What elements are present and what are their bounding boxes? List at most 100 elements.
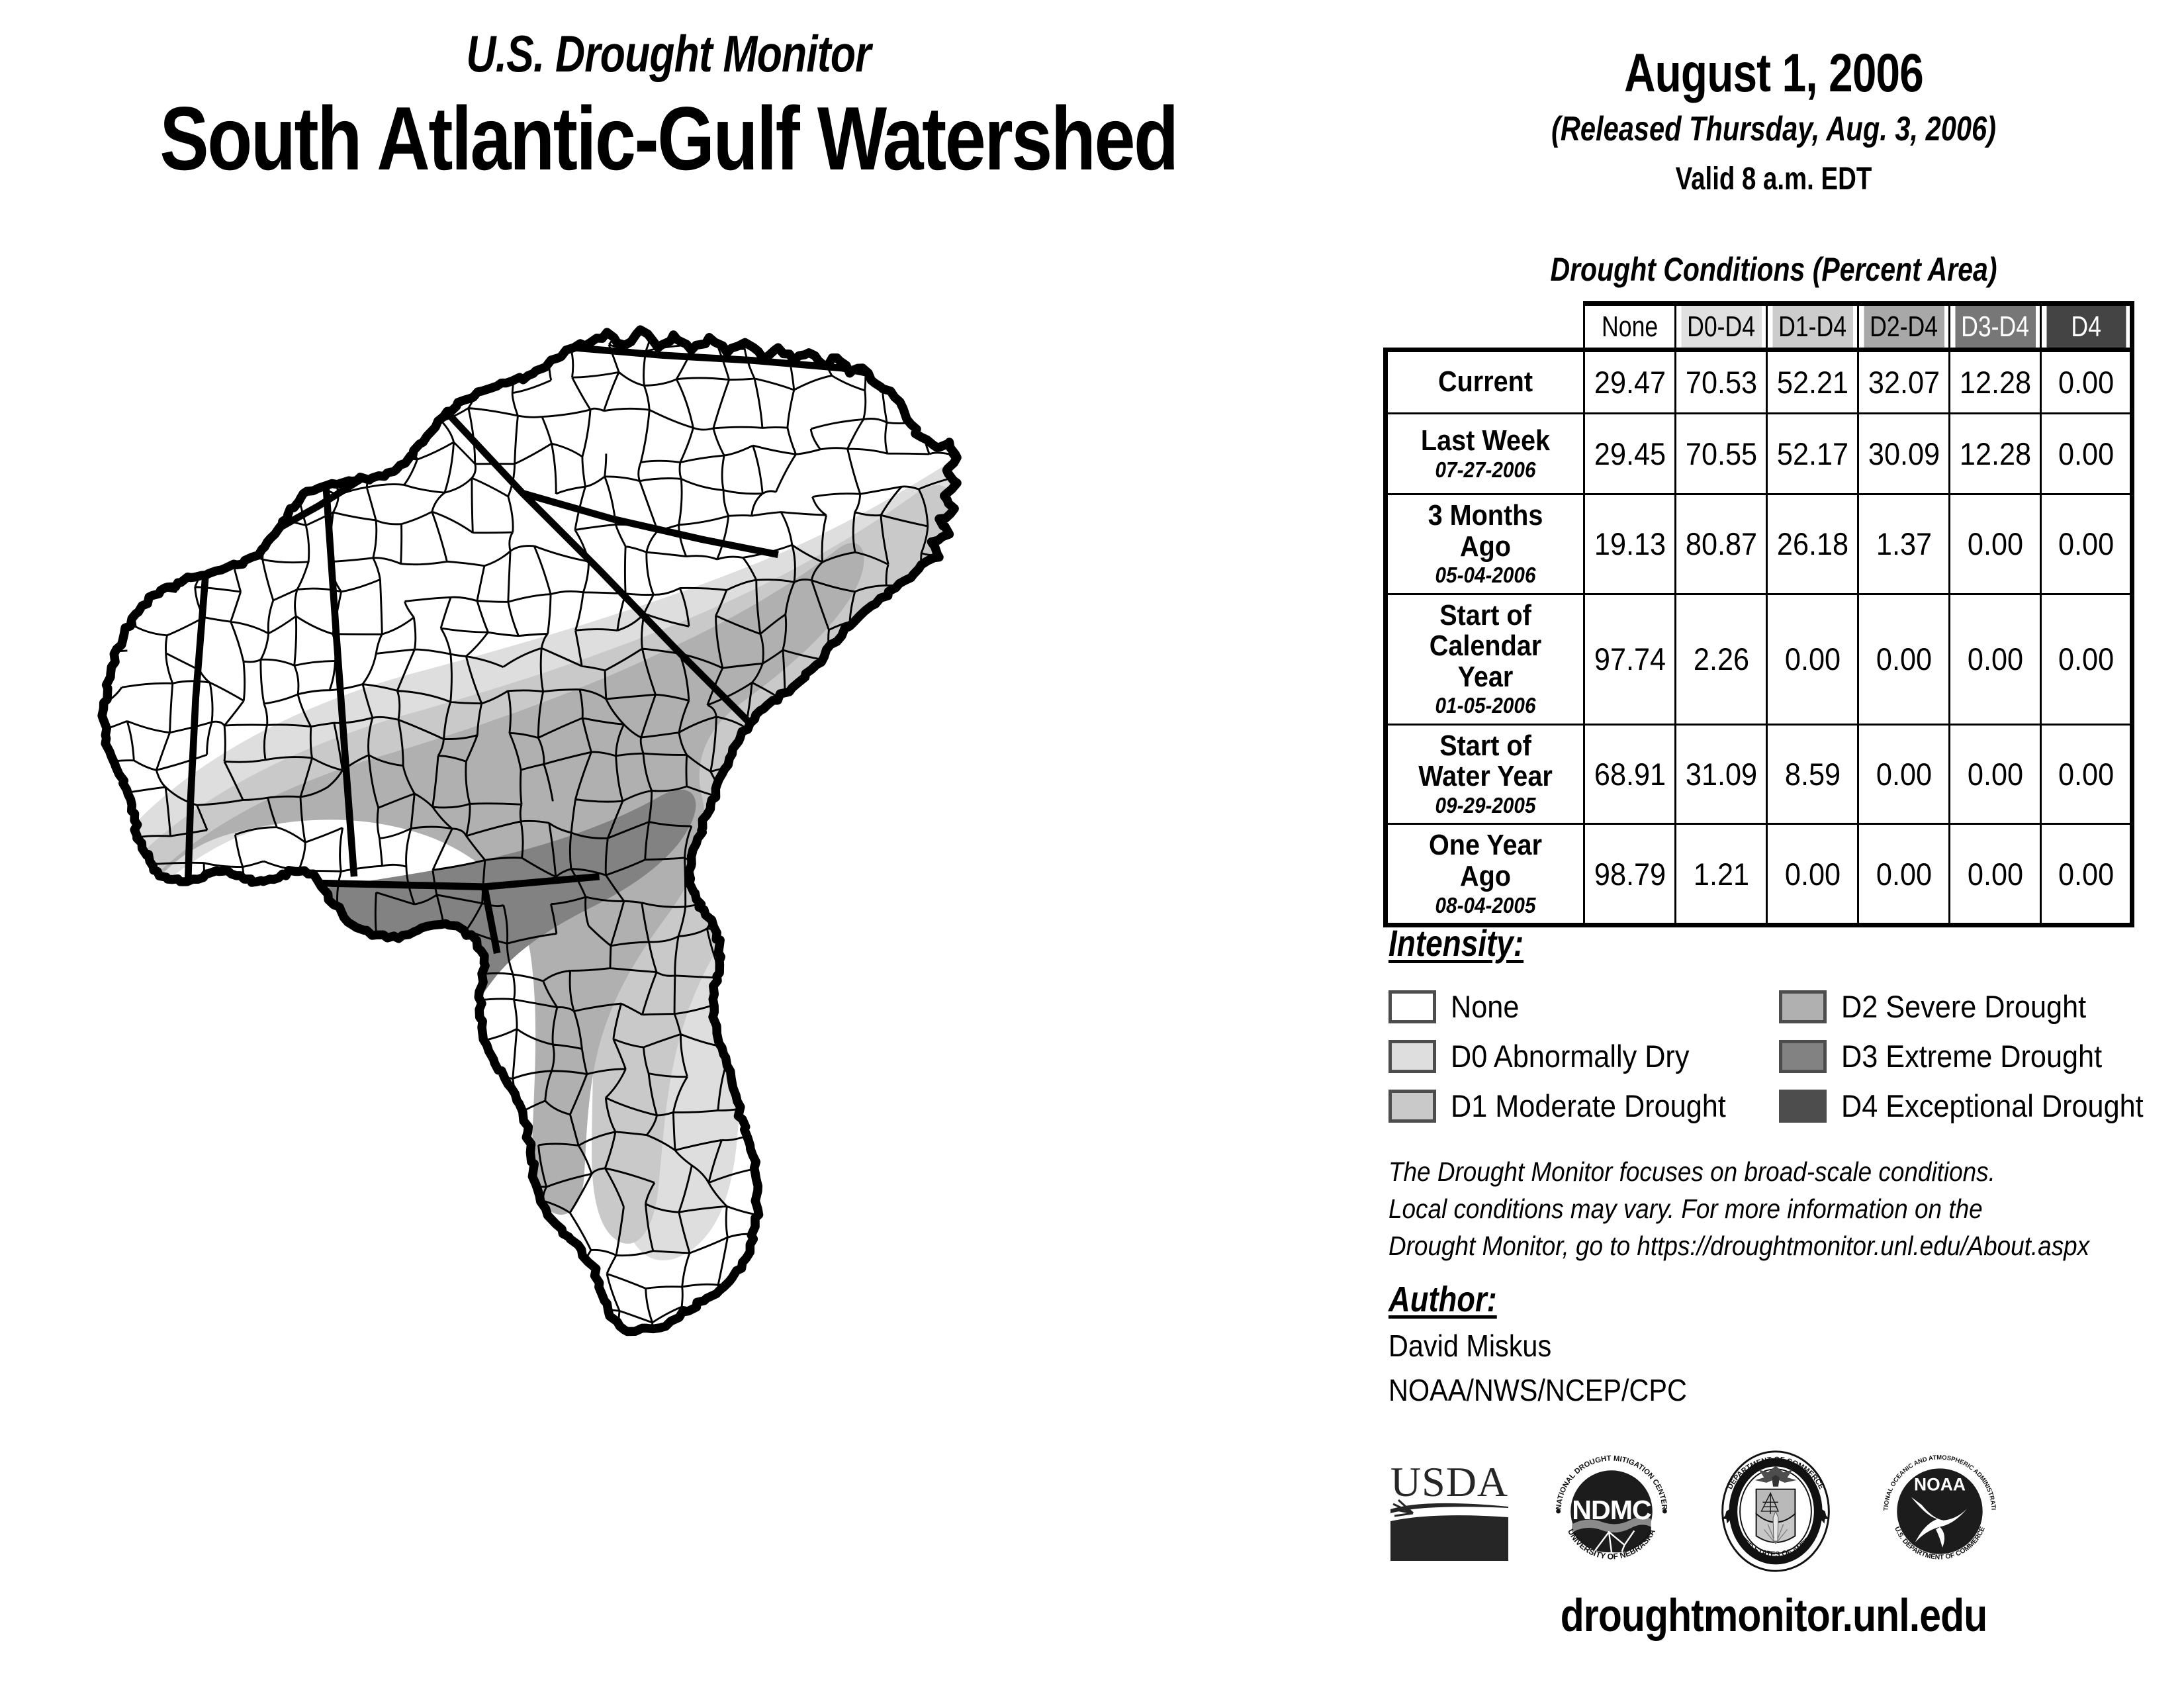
state-boundary-path xyxy=(522,490,779,559)
table-col-header-d0-d4: D0-D4 xyxy=(1679,301,1763,351)
row-label-cell: Current xyxy=(1383,348,1585,414)
row-label-name: Current xyxy=(1437,365,1533,399)
table-cell-value: 0.00 xyxy=(1952,493,2038,595)
author-name: David Miskus xyxy=(1388,1329,1552,1363)
table-col-header-none: None xyxy=(1588,301,1672,351)
table-body: Current 29.47 70.53 52.21 32.07 12.28 0.00 Last… xyxy=(1383,348,2132,927)
table-cell-value: 0.00 xyxy=(1952,823,2038,927)
table-cell-value: 80.87 xyxy=(1678,493,1764,595)
row-label-name: One Year Ago xyxy=(1429,829,1542,892)
author-affiliation: NOAA/NWS/NCEP/CPC xyxy=(1388,1372,1687,1407)
table-row: Last Week 07-27-2006 29.45 70.55 52.17 30.09 1… xyxy=(1383,412,2132,495)
doc-seal-graphic: DEPARTMENT OF COMMERCE UNITED STATES OF … xyxy=(1721,1450,1830,1572)
table-cell-value: 0.00 xyxy=(2043,823,2131,927)
state-boundary-path xyxy=(480,886,501,955)
table-cell-value: 1.37 xyxy=(1860,493,1947,595)
table-col-header-d4: D4 xyxy=(2044,301,2130,351)
legend-label: D3 Extreme Drought xyxy=(1841,1039,2103,1074)
table-row: Current 29.47 70.53 52.21 32.07 12.28 0.00 xyxy=(1383,348,2132,414)
table-cell-value: 0.00 xyxy=(1952,723,2038,825)
supertitle: U.S. Drought Monitor xyxy=(466,24,871,83)
table-cell-value: 0.00 xyxy=(1860,823,1947,927)
table-cell-value: 2.26 xyxy=(1678,592,1764,726)
row-label-name: Start of Calendar Year xyxy=(1429,598,1542,693)
legend-swatch xyxy=(1779,1039,1827,1073)
row-label-cell: Start of Water Year 09-29-2005 xyxy=(1383,723,1585,825)
table-col-header-d2-d4: D2-D4 xyxy=(1862,301,1946,351)
table-cell-value: 97.74 xyxy=(1586,592,1673,726)
legend-item: None xyxy=(1388,982,1779,1031)
table-cell-value: 0.00 xyxy=(1769,592,1856,726)
title-block: U.S. Drought Monitor South Atlantic-Gulf… xyxy=(0,28,1337,185)
table-caption: Drought Conditions (Percent Area) xyxy=(1550,251,1997,288)
author-heading: Author: xyxy=(1388,1280,1497,1319)
disclaimer-line-3: Drought Monitor, go to https://droughtmo… xyxy=(1388,1231,2090,1262)
table-cell-value: 0.00 xyxy=(2043,592,2131,726)
row-label-name: Start of Water Year xyxy=(1418,729,1553,793)
table-cell-value: 0.00 xyxy=(1860,723,1947,825)
intensity-title: Intensity: xyxy=(1388,922,1524,964)
table-cell-value: 0.00 xyxy=(1952,592,2038,726)
valid-time: Valid 8 a.m. EDT xyxy=(1675,162,1872,197)
watershed-map[interactable] xyxy=(63,311,1340,1595)
table-cell-value: 0.00 xyxy=(1860,592,1947,726)
row-label-date: 05-04-2006 xyxy=(1435,563,1536,588)
svg-text:NOAA: NOAA xyxy=(1914,1474,1966,1494)
table-corner-cell xyxy=(1396,304,1574,350)
author-block: David Miskus NOAA/NWS/NCEP/CPC xyxy=(1388,1324,1687,1412)
table-cell-value: 8.59 xyxy=(1769,723,1856,825)
row-label-cell: 3 Months Ago 05-04-2006 xyxy=(1383,493,1585,595)
table-cell-value: 70.53 xyxy=(1678,348,1764,414)
table-col-header-d3-d4: D3-D4 xyxy=(1953,301,2037,351)
ndmc-logo-graphic: NDMC NATIONAL DROUGHT MITIGATION CENTER … xyxy=(1555,1454,1668,1561)
ndmc-logo: NDMC NATIONAL DROUGHT MITIGATION CENTER … xyxy=(1547,1446,1676,1579)
table-cell-value: 52.17 xyxy=(1769,412,1856,495)
table-row: Start of Calendar Year 01-05-2006 97.74 2.26… xyxy=(1383,592,2132,726)
watershed-map-svg[interactable] xyxy=(63,311,1340,1595)
legend-label: None xyxy=(1451,989,1520,1024)
legend-item: D1 Moderate Drought xyxy=(1388,1081,1779,1131)
table-cell-value: 31.09 xyxy=(1678,723,1764,825)
table-cell-value: 0.00 xyxy=(2043,412,2131,495)
row-label-cell: Last Week 07-27-2006 xyxy=(1383,412,1585,495)
table-cell-value: 0.00 xyxy=(2043,348,2131,414)
row-label-date: 08-04-2005 xyxy=(1435,892,1536,917)
drought-conditions-table: None D0-D4 D1-D4 D2-D4 D3-D4 D4 Current 29.47 7… xyxy=(1383,301,2134,927)
disclaimer-line-2: Local conditions may vary. For more info… xyxy=(1388,1194,1983,1225)
table-cell-value: 1.21 xyxy=(1678,823,1764,927)
row-label-cell: One Year Ago 08-04-2005 xyxy=(1383,823,1585,927)
state-boundary-path xyxy=(443,409,751,724)
legend-item: D4 Exceptional Drought xyxy=(1779,1081,2169,1131)
svg-text:NDMC: NDMC xyxy=(1572,1494,1651,1524)
date-header: August 1, 2006 (Released Thursday, Aug. … xyxy=(1403,43,2144,199)
table-cell-value: 70.55 xyxy=(1678,412,1764,495)
table-cell-value: 29.47 xyxy=(1586,348,1673,414)
legend-grid: None D2 Severe Drought D0 Abnormally Dry D3… xyxy=(1388,982,2169,1131)
table-cell-value: 68.91 xyxy=(1586,723,1673,825)
doc-seal-logo: DEPARTMENT OF COMMERCE UNITED STATES OF … xyxy=(1711,1446,1841,1579)
release-date: (Released Thursday, Aug. 3, 2006) xyxy=(1551,110,1996,149)
footer-url[interactable]: droughtmonitor.unl.edu xyxy=(1560,1589,1987,1641)
row-label-name: 3 Months Ago xyxy=(1428,499,1543,563)
legend-item: D2 Severe Drought xyxy=(1779,982,2169,1031)
valid-date: August 1, 2006 xyxy=(1624,43,1924,103)
table-cell-value: 98.79 xyxy=(1586,823,1673,927)
row-label-date: 01-05-2006 xyxy=(1435,693,1536,718)
table-header: None D0-D4 D1-D4 D2-D4 D3-D4 D4 xyxy=(1386,301,2132,351)
legend-swatch xyxy=(1388,1039,1436,1073)
region-d2 xyxy=(106,543,864,1215)
table-row: Start of Water Year 09-29-2005 68.91 31.09 8.… xyxy=(1383,723,2132,825)
table-cell-value: 0.00 xyxy=(2043,723,2131,825)
table-cell-value: 19.13 xyxy=(1586,493,1673,595)
disclaimer-text: The Drought Monitor focuses on broad-sca… xyxy=(1388,1153,2091,1264)
table-row: One Year Ago 08-04-2005 98.79 1.21 0.00 0.00 0… xyxy=(1383,823,2132,927)
noaa-logo: NOAA NATIONAL OCEANIC AND ATMOSPHERIC AD… xyxy=(1872,1440,2005,1579)
table-col-header-d1-d4: D1-D4 xyxy=(1770,301,1854,351)
row-label-name: Last Week xyxy=(1420,424,1551,457)
usda-logo: USDA xyxy=(1387,1455,1512,1571)
svg-text:USDA: USDA xyxy=(1390,1458,1508,1505)
state-boundary-path xyxy=(184,569,210,882)
legend-swatch xyxy=(1388,990,1436,1023)
agency-logos: USDA xyxy=(1387,1440,2141,1579)
